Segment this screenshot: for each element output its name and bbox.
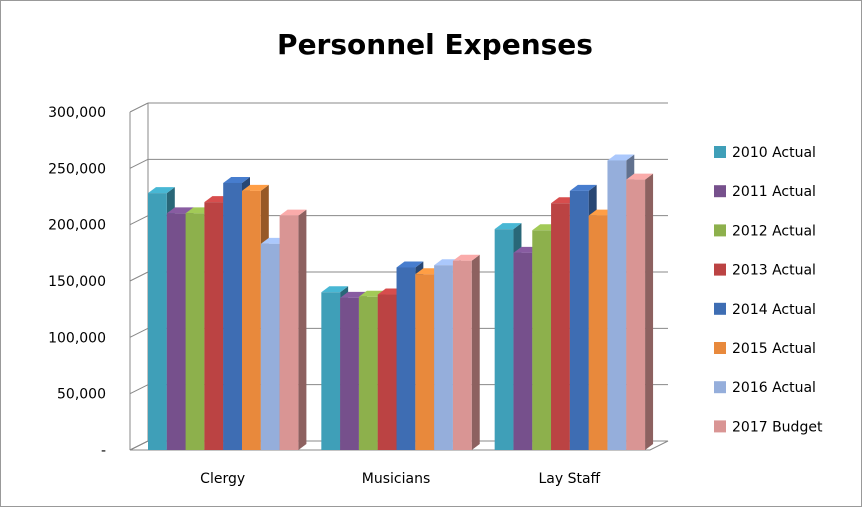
bar xyxy=(607,160,627,451)
chart-title: Personnel Expenses xyxy=(277,28,593,61)
bar-top xyxy=(626,173,654,180)
bar xyxy=(452,260,472,450)
grid-line-side xyxy=(129,215,149,226)
x-tick-label: Lay Staff xyxy=(538,471,600,487)
legend-swatch xyxy=(714,302,726,315)
grid-line-side xyxy=(129,327,149,338)
legend-label: 2012 Actual xyxy=(732,223,816,239)
legend-label: 2010 Actual xyxy=(732,145,816,161)
bar-top xyxy=(166,207,194,214)
bar-top xyxy=(321,286,349,293)
y-tick-label: 250,000 xyxy=(48,161,106,177)
bar xyxy=(434,265,453,450)
bar xyxy=(588,215,608,450)
bar xyxy=(551,203,570,450)
bar-top xyxy=(242,184,269,191)
y-tick-label: 100,000 xyxy=(48,330,106,346)
x-tick-label: Clergy xyxy=(200,471,245,487)
grid-line-side xyxy=(129,158,149,169)
bar xyxy=(396,267,416,450)
legend-label: 2017 Budget xyxy=(732,419,823,435)
bar xyxy=(377,294,397,450)
legend-swatch xyxy=(714,420,726,433)
bar-top xyxy=(396,261,424,268)
bar xyxy=(223,182,242,451)
bar xyxy=(340,297,359,450)
grid-line-side xyxy=(129,102,149,113)
legend-label: 2015 Actual xyxy=(732,341,816,357)
legend-label: 2013 Actual xyxy=(732,263,816,279)
bar-top xyxy=(569,184,597,191)
legend-label: 2011 Actual xyxy=(732,184,816,200)
bar xyxy=(626,179,646,450)
bar xyxy=(148,193,167,450)
bar-top xyxy=(452,254,480,261)
legend-swatch xyxy=(714,263,726,276)
bar xyxy=(569,190,589,450)
bar-top xyxy=(279,209,307,216)
legend-swatch xyxy=(714,146,726,158)
y-tick-label: 200,000 xyxy=(48,218,106,234)
grid-line-side xyxy=(129,384,149,395)
y-tick-label: 150,000 xyxy=(48,274,106,290)
bar xyxy=(166,213,186,450)
bar xyxy=(279,215,299,450)
legend-label: 2016 Actual xyxy=(732,380,816,396)
bar-side xyxy=(298,209,307,450)
bar xyxy=(321,292,341,450)
legend-swatch xyxy=(714,381,726,394)
y-tick-label: - xyxy=(101,443,106,459)
bar xyxy=(532,230,552,450)
bar xyxy=(242,190,261,450)
bar-side xyxy=(471,254,480,450)
bar xyxy=(415,274,435,450)
legend-swatch xyxy=(714,224,726,237)
bar xyxy=(358,296,378,450)
grid-line-side xyxy=(129,271,149,282)
bar-top xyxy=(494,223,522,230)
bar xyxy=(494,229,514,450)
legend-label: 2014 Actual xyxy=(732,302,816,318)
y-tick-label: 50,000 xyxy=(57,387,106,403)
legend-swatch xyxy=(714,342,726,354)
bar-side xyxy=(645,173,654,450)
bar-top xyxy=(148,187,175,194)
bar-top xyxy=(223,176,250,183)
legend-swatch xyxy=(714,185,726,198)
bar xyxy=(513,252,533,450)
bar xyxy=(260,243,280,450)
bar xyxy=(185,213,205,450)
bar xyxy=(204,202,224,450)
bar-top xyxy=(607,154,635,161)
grid-line-side xyxy=(129,440,149,451)
x-tick-label: Musicians xyxy=(362,471,430,487)
y-tick-label: 300,000 xyxy=(48,105,106,121)
